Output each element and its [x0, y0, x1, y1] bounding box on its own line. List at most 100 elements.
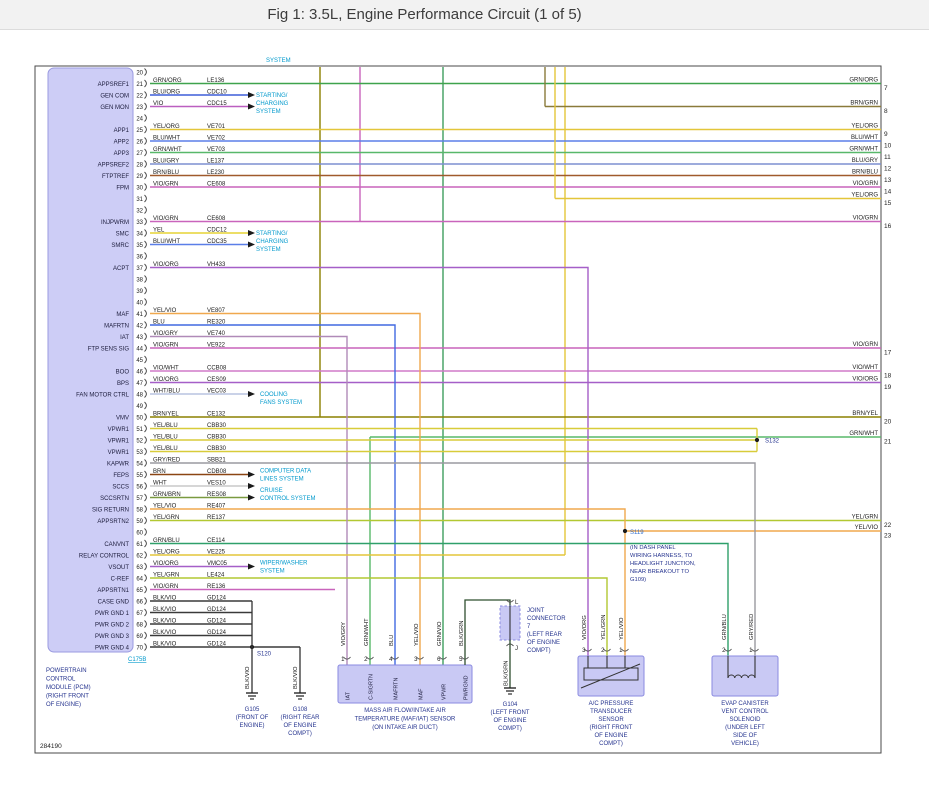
exit-pin-number: 19 [884, 384, 892, 391]
wire-color-label: VIO [153, 101, 164, 107]
circuit-number-label: CE608 [207, 182, 226, 188]
exit-pin-number: 7 [884, 85, 888, 92]
wire-segment [150, 577, 608, 656]
component-label: VENT CONTROL [722, 709, 770, 715]
circuit-number-label: CBB30 [207, 446, 227, 452]
wire-color-label: BLK/VIO [153, 642, 177, 648]
wire-color-label: GRY/RED [749, 614, 755, 640]
wire-color-label: YEL/GRN [153, 515, 179, 521]
circuit-number-label: GD124 [207, 630, 227, 636]
pcm-pin-number: 46 [136, 370, 143, 376]
pcm-pin-number: 26 [136, 140, 143, 146]
wire-color-label: BLU/GRY [153, 159, 179, 165]
exit-wire-label: VIO/ORG [852, 377, 878, 383]
pin-bracket [621, 648, 629, 652]
pcm-pin-number: 53 [136, 450, 143, 456]
ground-label: G104 [503, 702, 518, 708]
exit-wire-label: VIO/WHT [852, 365, 878, 371]
component-pin-number: 1 [619, 648, 623, 654]
pin-bracket [144, 528, 147, 536]
wire-segment [150, 266, 589, 656]
pcm-signal-label: FPM [116, 186, 129, 192]
component-pin-number: 3 [414, 657, 418, 663]
pin-bracket [144, 252, 147, 260]
pcm-signal-label: VSOUT [108, 565, 129, 571]
circuit-number-label: RE136 [207, 584, 226, 590]
wire-color-label: YEL/VIO [153, 504, 177, 510]
pcm-pin-number: 27 [136, 151, 143, 157]
pcm-module-block [47, 67, 134, 653]
pcm-signal-label: VPWR1 [108, 450, 130, 456]
splice-note-line: G109) [630, 577, 646, 583]
pcm-pin-number: 67 [136, 611, 143, 617]
pcm-pin-number: 25 [136, 128, 143, 134]
wire-color-label: WHT/BLU [153, 389, 180, 395]
pcm-name-line: POWERTRAIN [46, 668, 87, 674]
circuit-number-label: LE137 [207, 159, 225, 165]
wire-segment [150, 508, 626, 656]
circuit-number-label: CDB08 [207, 469, 227, 475]
system-ref-arrow-icon [248, 230, 255, 236]
wire-color-label: YEL/ORG [153, 124, 180, 130]
pcm-pin-number: 30 [136, 186, 143, 192]
wire-color-label: YEL/GRN [601, 615, 607, 640]
pcm-pin-number: 22 [136, 94, 143, 100]
wire-color-label: VIO/GRN [153, 343, 178, 349]
system-ref-arrow-icon [248, 391, 255, 397]
circuit-number-label: VE740 [207, 331, 226, 337]
wire-color-label: VIO/GRY [153, 331, 178, 337]
pin-bracket [144, 470, 147, 479]
pin-bracket [439, 656, 447, 660]
top-cutoff-system-label: SYSTEM [266, 58, 291, 64]
wire-color-label: YEL/ORG [153, 550, 180, 556]
wire-segment [150, 462, 756, 656]
pcm-signal-label: PWR GND 4 [95, 646, 130, 652]
pcm-signal-label: PWR GND 3 [95, 634, 130, 640]
pcm-name-line: MODULE (PCM) [46, 685, 91, 691]
pcm-signal-label: GEN MON [100, 105, 129, 111]
wire-segment [580, 663, 641, 689]
exit-pin-number: 16 [884, 223, 892, 230]
pin-bracket [144, 332, 147, 341]
pin-bracket [144, 79, 147, 88]
pcm-signal-label: C-REF [111, 577, 130, 583]
system-ref-label: STARTING/ [256, 231, 288, 237]
exit-pin-number: 12 [884, 166, 892, 173]
system-ref-label: CHARGING [256, 239, 289, 245]
circuit-number-label: RE407 [207, 504, 226, 510]
pin-bracket [144, 217, 147, 226]
pin-bracket [144, 321, 147, 329]
system-ref-label: SYSTEM [260, 569, 285, 575]
wire-color-label: GRN/WHT [364, 618, 370, 646]
ground-label: COMPT) [288, 731, 312, 737]
circuit-number-label: CE608 [207, 216, 226, 222]
system-ref-arrow-icon [248, 563, 255, 570]
system-ref-label: FANS SYSTEM [260, 400, 302, 406]
pin-bracket [343, 656, 351, 660]
exit-wire-label: BLU/WHT [851, 135, 878, 141]
circuit-number-label: CCB08 [207, 366, 227, 372]
wire-color-label: WHT [153, 481, 167, 487]
system-ref-arrow-icon [248, 471, 255, 478]
component-signal-label: C-SIGRTN [369, 674, 375, 700]
pcm-signal-label: ACPT [113, 266, 129, 272]
system-ref-label: WIPER/WASHER [260, 561, 308, 567]
exit-pin-number: 20 [884, 419, 892, 426]
exit-pin-number: 9 [884, 131, 888, 138]
pin-bracket [144, 125, 147, 134]
system-ref-label: COMPUTER DATA [260, 469, 311, 475]
pcm-connector-label: C175B [128, 657, 146, 663]
pcm-pin-number: 29 [136, 174, 143, 180]
splice-note-line: (IN DASH PANEL [630, 545, 676, 551]
circuit-number-label: LE230 [207, 170, 225, 176]
pcm-pin-number: 36 [136, 255, 143, 261]
pin-bracket [724, 648, 732, 652]
wire-color-label: GRY/RED [153, 458, 181, 464]
wire-color-label: YEL/BLU [153, 423, 178, 429]
pcm-pin-number: 69 [136, 634, 143, 640]
pcm-pin-number: 31 [136, 197, 143, 203]
wire-color-label: VIO/ORG [153, 262, 179, 268]
pcm-pin-number: 23 [136, 105, 143, 111]
ground-label: COMPT) [498, 726, 522, 732]
system-ref-arrow-icon [248, 494, 255, 501]
